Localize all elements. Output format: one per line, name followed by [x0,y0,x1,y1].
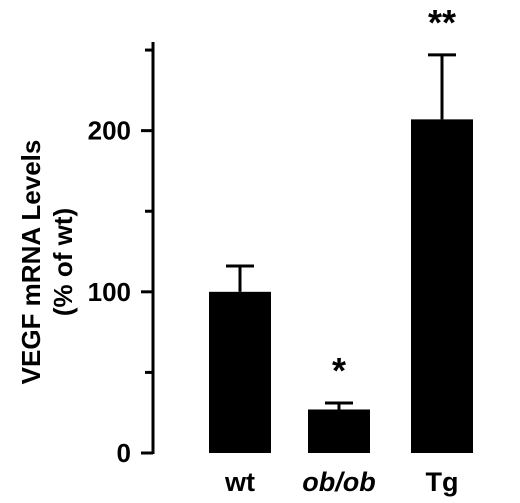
x-tick-label-2: Tg [426,467,459,497]
y-tick-label-200: 200 [88,116,131,146]
y-axis-label-line-1: VEGF mRNA Levels [16,140,46,385]
x-tick-label-1: ob/ob [302,467,375,497]
chart-axes: 0 100 200 [88,42,155,468]
category-labels: wt ob/ob Tg [224,467,459,497]
significance-marker-1: * [332,350,346,391]
bar-0 [209,291,271,453]
bars: *** [209,2,473,453]
bar-2 [411,119,473,453]
significance-marker-2: ** [428,2,456,43]
y-tick-label-100: 100 [88,277,131,307]
x-tick-label-0: wt [224,467,255,497]
bar-1 [308,409,370,453]
y-axis-label-line-2: (% of wt) [48,208,78,316]
y-tick-label-0: 0 [117,438,131,468]
y-axis-label: VEGF mRNA Levels (% of wt) [16,140,78,385]
